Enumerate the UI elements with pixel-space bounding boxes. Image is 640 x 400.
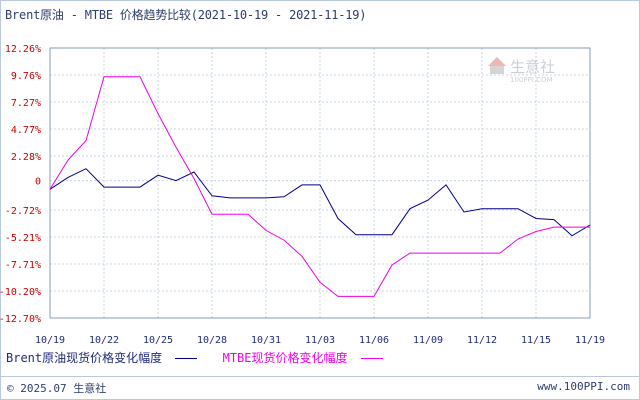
- y-tick-label: 9.76%: [11, 71, 41, 82]
- x-tick-label: 11/12: [467, 335, 497, 346]
- series-line-mtbe: [49, 76, 590, 297]
- x-tick-label: 10/25: [143, 335, 173, 346]
- y-tick-label: 0: [35, 177, 41, 188]
- x-tick-label: 11/19: [575, 335, 605, 346]
- x-tick-label: 11/06: [359, 335, 389, 346]
- y-tick-label: 7.27%: [11, 98, 41, 109]
- watermark-url: 100PPI.COM: [510, 76, 553, 84]
- x-tick-label: 11/03: [305, 335, 335, 346]
- x-tick-label: 11/15: [521, 335, 551, 346]
- x-tick-label: 10/28: [197, 335, 227, 346]
- x-tick-label: 10/31: [251, 335, 281, 346]
- chart-title: Brent原油 - MTBE 价格趋势比较(2021-10-19 - 2021-…: [5, 8, 367, 22]
- footer-url[interactable]: www.100PPI.com: [537, 380, 630, 393]
- legend: Brent原油现货价格变化幅度 MTBE现货价格变化幅度: [6, 349, 383, 366]
- y-tick-label: -10.20%: [0, 287, 41, 298]
- legend-brent-label: Brent原油现货价格变化幅度: [6, 351, 163, 365]
- x-tick-label: 10/19: [35, 335, 65, 346]
- watermark-house-body: [490, 66, 504, 74]
- watermark-text: 生意社: [510, 58, 555, 76]
- x-tick-label: 11/09: [413, 335, 443, 346]
- y-tick-label: -2.72%: [5, 206, 41, 217]
- series-line-brent: [49, 168, 591, 237]
- y-tick-label: 12.26%: [5, 44, 41, 55]
- y-tick-label: 2.28%: [11, 152, 41, 163]
- legend-mtbe-swatch: [360, 358, 383, 359]
- y-tick-label: -7.71%: [5, 260, 41, 271]
- legend-brent-swatch: [175, 358, 198, 359]
- watermark-house-icon: [488, 57, 506, 66]
- plot-border: [49, 47, 591, 319]
- footer: © 2025.07 生意社 www.100PPI.com: [0, 376, 640, 399]
- x-tick-label: 10/22: [89, 335, 119, 346]
- y-tick-label: 4.77%: [11, 125, 41, 136]
- y-tick-label: -5.21%: [5, 233, 41, 244]
- y-tick-label: -12.70%: [0, 314, 41, 325]
- footer-copyright: © 2025.07 生意社: [7, 382, 107, 395]
- legend-mtbe-label: MTBE现货价格变化幅度: [222, 351, 348, 365]
